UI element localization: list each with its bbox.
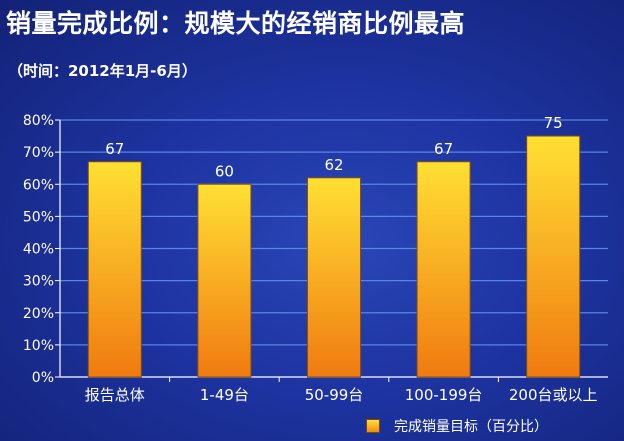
chart-title: 销量完成比例：规模大的经销商比例最高: [6, 9, 466, 38]
legend-label: 完成销量目标（百分比）: [394, 419, 548, 435]
y-tick-label: 10%: [23, 338, 54, 354]
y-tick-label: 60%: [23, 177, 54, 193]
data-label: 75: [544, 114, 563, 132]
labels: 0% 10% 20% 30% 40% 50% 60% 70% 80% 67 报告总体 60 1-49台 6…: [23, 113, 598, 404]
data-label: 62: [324, 156, 343, 174]
x-tick-label: 200台或以上: [509, 386, 598, 404]
data-label: 67: [434, 140, 453, 158]
x-tick-label: 100-199台: [405, 386, 483, 404]
chart-subtitle: （时间：2012年1月-6月）: [8, 62, 197, 80]
y-tick-label: 20%: [23, 306, 54, 322]
y-tick-label: 70%: [23, 145, 54, 161]
data-label: 67: [105, 140, 124, 158]
y-tick-label: 80%: [23, 113, 54, 129]
y-tick-label: 30%: [23, 274, 54, 290]
bar: [87, 161, 142, 378]
y-tick-label: 40%: [23, 242, 54, 258]
legend-swatch: [366, 419, 380, 433]
data-label: 60: [215, 162, 234, 180]
bar: [197, 183, 252, 378]
x-tick-label: 报告总体: [85, 386, 145, 404]
y-tick-label: 50%: [23, 209, 54, 225]
bars: [87, 135, 581, 378]
x-tick-label: 1-49台: [200, 386, 249, 404]
y-tick-label: 0%: [32, 370, 54, 386]
bar: [526, 135, 581, 378]
bar: [307, 177, 361, 378]
legend: 完成销量目标（百分比）: [366, 415, 548, 437]
bar: [416, 161, 471, 378]
x-tick-label: 50-99台: [305, 386, 364, 404]
